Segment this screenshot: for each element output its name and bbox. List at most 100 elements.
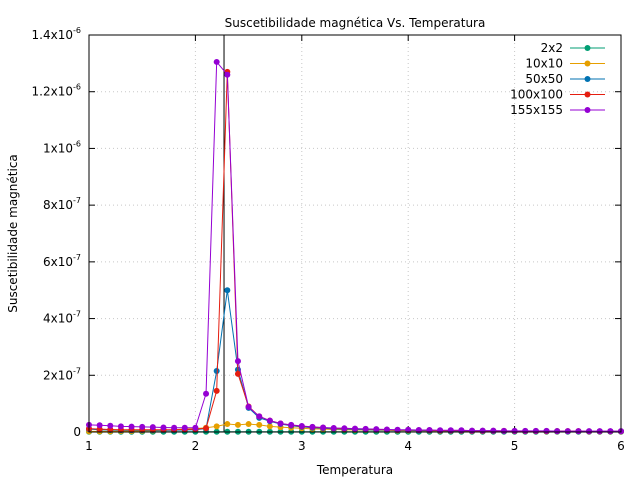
y-tick-label: 0	[73, 425, 81, 439]
y-tick-mantissa: 0	[73, 425, 81, 439]
data-point	[149, 424, 156, 431]
data-point	[532, 427, 539, 434]
data-point	[266, 423, 273, 430]
y-tick-mantissa: 4x10	[43, 312, 73, 326]
x-tick-label: 5	[511, 439, 519, 453]
y-tick-exponent: -6	[73, 26, 81, 35]
y-tick-mantissa: 1.2x10	[32, 85, 73, 99]
data-point	[362, 425, 369, 432]
y-tick-exponent: -7	[73, 253, 81, 262]
data-point	[213, 387, 220, 394]
data-point	[341, 425, 348, 432]
y-axis-title: Suscetibilidade magnética	[6, 154, 20, 313]
y-tick-exponent: -7	[73, 366, 81, 375]
y-tick-label: 8x10-7	[43, 196, 81, 212]
data-point	[117, 423, 124, 430]
data-point	[309, 423, 316, 430]
plot-frame	[88, 34, 622, 433]
data-point	[277, 420, 284, 427]
data-point	[139, 423, 146, 430]
data-point	[213, 423, 220, 430]
data-point	[256, 421, 263, 428]
x-tick-label: 4	[404, 439, 412, 453]
y-tick-label: 6x10-7	[43, 253, 81, 269]
y-tick-label: 4x10-7	[43, 310, 81, 326]
data-point	[543, 427, 550, 434]
data-point	[352, 425, 358, 432]
y-tick-mantissa: 1.4x10	[32, 28, 73, 42]
y-tick-label: 2x10-7	[43, 366, 81, 382]
data-point	[522, 427, 529, 434]
x-tick-label: 1	[85, 439, 93, 453]
y-tick-exponent: -7	[73, 310, 81, 319]
legend-marker	[584, 60, 591, 67]
x-axis-title: Temperatura	[316, 463, 393, 477]
legend-marker	[584, 91, 591, 98]
data-point	[554, 428, 561, 435]
data-point	[224, 421, 231, 428]
legend-label: 155x155	[510, 103, 563, 117]
x-tick-label: 3	[298, 439, 306, 453]
data-point	[320, 424, 327, 431]
x-tick-label: 2	[192, 439, 200, 453]
y-tick-mantissa: 6x10	[43, 255, 73, 269]
chart-title: Suscetibilidade magnética Vs. Temperatur…	[225, 16, 486, 30]
y-tick-label: 1.2x10-6	[32, 83, 81, 99]
data-point	[298, 423, 305, 430]
legend-label: 100x100	[510, 88, 563, 102]
data-point	[96, 422, 103, 429]
data-point	[234, 370, 241, 377]
data-point	[586, 428, 593, 435]
data-point	[203, 425, 210, 432]
y-tick-mantissa: 1x10	[43, 141, 73, 155]
y-tick-exponent: -6	[73, 83, 81, 92]
data-point	[479, 427, 486, 434]
data-point	[181, 424, 188, 431]
data-point	[383, 426, 390, 433]
data-point	[596, 428, 603, 435]
legend-marker	[584, 107, 591, 113]
legend-marker	[584, 45, 591, 51]
y-tick-label: 1x10-6	[43, 139, 81, 155]
y-axis-ticks: 02x10-74x10-76x10-78x10-71x10-61.2x10-61…	[32, 26, 621, 439]
y-tick-mantissa: 8x10	[43, 198, 73, 212]
data-point	[213, 368, 220, 375]
data-point	[171, 424, 178, 431]
data-point	[469, 427, 476, 434]
data-point	[203, 390, 210, 397]
series-line	[88, 290, 621, 432]
data-point	[330, 425, 337, 432]
data-point	[192, 424, 199, 431]
legend-label: 2x2	[541, 41, 563, 55]
series-155x155	[86, 58, 624, 435]
series-line	[88, 71, 621, 432]
data-point	[234, 358, 241, 365]
data-point	[128, 423, 135, 430]
data-point	[245, 404, 252, 411]
data-point	[224, 71, 231, 78]
legend-marker	[584, 76, 591, 82]
grid-lines	[89, 35, 621, 432]
legend-label: 50x50	[525, 72, 563, 86]
data-point	[288, 421, 295, 428]
data-point	[373, 426, 380, 433]
y-tick-exponent: -6	[73, 139, 81, 148]
y-tick-exponent: -7	[73, 196, 81, 205]
series-100x100	[86, 68, 624, 435]
data-point	[575, 428, 582, 435]
data-point	[256, 413, 263, 420]
legend-item: 2x2	[541, 41, 605, 55]
data-point	[564, 428, 571, 435]
data-point	[160, 424, 167, 431]
data-point	[266, 417, 273, 424]
data-point	[234, 421, 241, 428]
data-point	[405, 426, 412, 433]
data-point	[607, 428, 614, 435]
legend-item: 100x100	[510, 88, 605, 102]
data-point	[107, 422, 114, 429]
data-point	[394, 426, 401, 433]
legend-item: 50x50	[525, 72, 605, 86]
data-point	[245, 421, 252, 428]
